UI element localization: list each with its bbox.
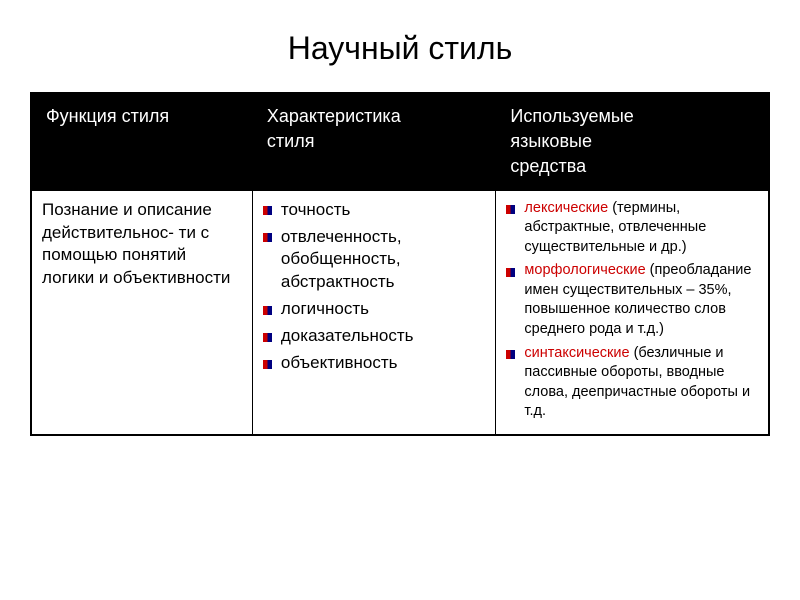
- header-text: языковые: [510, 131, 592, 151]
- style-table: Функция стиля Характеристика стиля Испол…: [30, 92, 770, 436]
- header-cell-means: Используемые языковые средства: [496, 93, 769, 190]
- list-text: логичность: [281, 299, 369, 318]
- list-item: доказательность: [263, 325, 486, 348]
- list-term: морфологические: [524, 262, 645, 278]
- header-cell-function: Функция стиля: [31, 93, 252, 190]
- page-title: Научный стиль: [30, 30, 770, 67]
- header-cell-characteristic: Характеристика стиля: [252, 93, 496, 190]
- header-text: Используемые: [510, 106, 633, 126]
- header-text: Характеристика: [267, 106, 401, 126]
- header-text: стиля: [267, 131, 315, 151]
- list-term: лексические: [524, 200, 608, 216]
- bullet-icon: [263, 233, 272, 242]
- bullet-icon: [263, 206, 272, 215]
- cell-means: лексические (термины, абстрактные, отвле…: [496, 190, 769, 435]
- characteristic-list: точность отвлеченность, обобщенность, аб…: [263, 199, 486, 376]
- list-text: доказательность: [281, 326, 414, 345]
- bullet-icon: [506, 350, 515, 359]
- bullet-icon: [506, 205, 515, 214]
- table-body-row: Познание и описание действительнос- ти с…: [31, 190, 769, 435]
- list-text: отвлеченность, обобщенность, абстрактнос…: [281, 227, 402, 292]
- list-item: логичность: [263, 298, 486, 321]
- means-list: лексические (термины, абстрактные, отвле…: [506, 199, 758, 422]
- header-text: Функция стиля: [46, 106, 169, 126]
- list-item: лексические (термины, абстрактные, отвле…: [506, 199, 758, 258]
- list-item: объективность: [263, 352, 486, 375]
- bullet-icon: [263, 333, 272, 342]
- list-item: синтаксические (безличные и пассивные об…: [506, 344, 758, 422]
- list-item: отвлеченность, обобщенность, абстрактнос…: [263, 226, 486, 295]
- list-text: объективность: [281, 353, 398, 372]
- header-text: средства: [510, 156, 586, 176]
- bullet-icon: [506, 268, 515, 277]
- cell-characteristic: точность отвлеченность, обобщенность, аб…: [252, 190, 496, 435]
- list-text: точность: [281, 200, 351, 219]
- table-header-row: Функция стиля Характеристика стиля Испол…: [31, 93, 769, 190]
- bullet-icon: [263, 360, 272, 369]
- list-item: морфологические (преобладание имен сущес…: [506, 261, 758, 339]
- list-item: точность: [263, 199, 486, 222]
- list-term: синтаксические: [524, 345, 629, 361]
- bullet-icon: [263, 306, 272, 315]
- cell-text: Познание и описание действительнос- ти с…: [42, 200, 230, 288]
- cell-function: Познание и описание действительнос- ти с…: [31, 190, 252, 435]
